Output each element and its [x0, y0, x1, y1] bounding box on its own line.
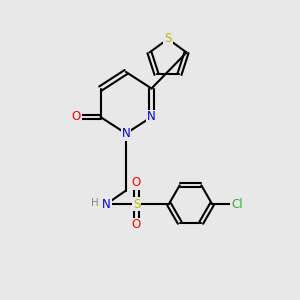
Text: S: S	[164, 32, 172, 46]
Text: N: N	[147, 110, 156, 124]
Text: N: N	[122, 127, 130, 140]
Text: S: S	[133, 197, 140, 211]
Text: O: O	[132, 218, 141, 232]
Text: O: O	[132, 176, 141, 190]
Text: O: O	[72, 110, 81, 124]
Text: H: H	[91, 198, 99, 208]
Text: Cl: Cl	[231, 197, 243, 211]
Text: N: N	[102, 197, 111, 211]
